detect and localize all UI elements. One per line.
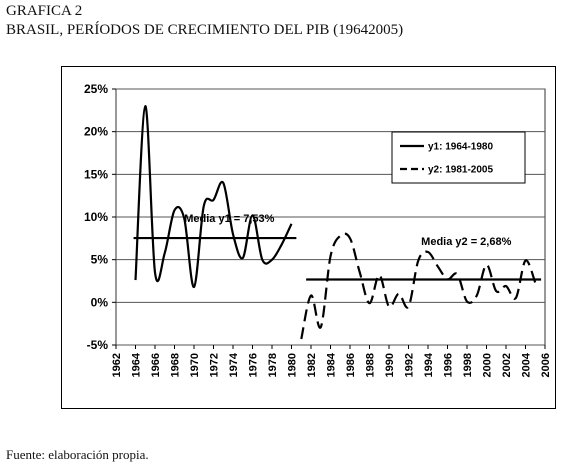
- x-tick-label: 1988: [365, 353, 377, 377]
- x-tick-label: 1996: [443, 353, 455, 377]
- x-tick-label: 2000: [482, 353, 494, 377]
- figure-title: BRASIL, PERÍODOS DE CRECIMIENTO DEL PIB …: [6, 22, 404, 38]
- series-line-1: [134, 104, 293, 289]
- source-note: Fuente: elaboración propia.: [6, 447, 149, 462]
- legend-label-2: y2: 1981-2005: [428, 165, 493, 176]
- x-tick-label: 1980: [287, 353, 299, 377]
- y-tick-label: -5%: [87, 338, 109, 352]
- y-tick-label: 0%: [91, 295, 109, 309]
- x-tick-label: 1966: [150, 353, 162, 377]
- x-tick-label: 1994: [423, 352, 435, 377]
- x-tick-label: 1968: [170, 353, 182, 377]
- x-tick-label: 1986: [345, 353, 357, 377]
- y-tick-label: 20%: [84, 125, 108, 139]
- y-tick-label: 10%: [84, 210, 108, 224]
- chart-frame: 25% 20% 15% 10% 5% 0% -5% 1962 1964 1966 1968 1970 1…: [61, 66, 556, 409]
- x-tick-label: 1970: [189, 353, 201, 377]
- series-line-2: [300, 232, 537, 340]
- x-tick-label: 1972: [209, 353, 221, 377]
- y-tick-label: 15%: [84, 167, 108, 181]
- legend-box: [391, 131, 526, 184]
- x-tick-label: 1982: [306, 353, 318, 377]
- average-label-2: Media y2 = 2,68%: [421, 236, 511, 248]
- x-tick-label: 1978: [267, 353, 279, 377]
- x-tick-label: 1962: [111, 353, 123, 377]
- x-tick-label: 2004: [521, 352, 533, 377]
- x-tick-label: 1990: [384, 353, 396, 377]
- average-label-1: Media y1 = 7,53%: [184, 213, 274, 225]
- figure-heading: GRAFICA 2 BRASIL, PERÍODOS DE CRECIMIENT…: [6, 2, 403, 40]
- x-tick-label: 2006: [540, 353, 552, 377]
- y-tick-label: 25%: [84, 82, 108, 96]
- x-tick-label: 1992: [404, 353, 416, 377]
- gdp-growth-chart: 25% 20% 15% 10% 5% 0% -5%1962 1964 1966 1968 1970 1…: [84, 82, 552, 377]
- x-tick-label: 1964: [131, 352, 143, 377]
- x-tick-label: 2002: [501, 353, 513, 377]
- legend-label-1: y1: 1964-1980: [428, 142, 493, 153]
- x-tick-label: 1976: [248, 353, 260, 377]
- y-tick-label: 5%: [91, 253, 109, 267]
- figure-number: GRAFICA 2: [6, 3, 83, 19]
- x-tick-label: 1974: [228, 352, 240, 377]
- x-tick-label: 1998: [462, 353, 474, 377]
- x-tick-label: 1984: [326, 352, 338, 377]
